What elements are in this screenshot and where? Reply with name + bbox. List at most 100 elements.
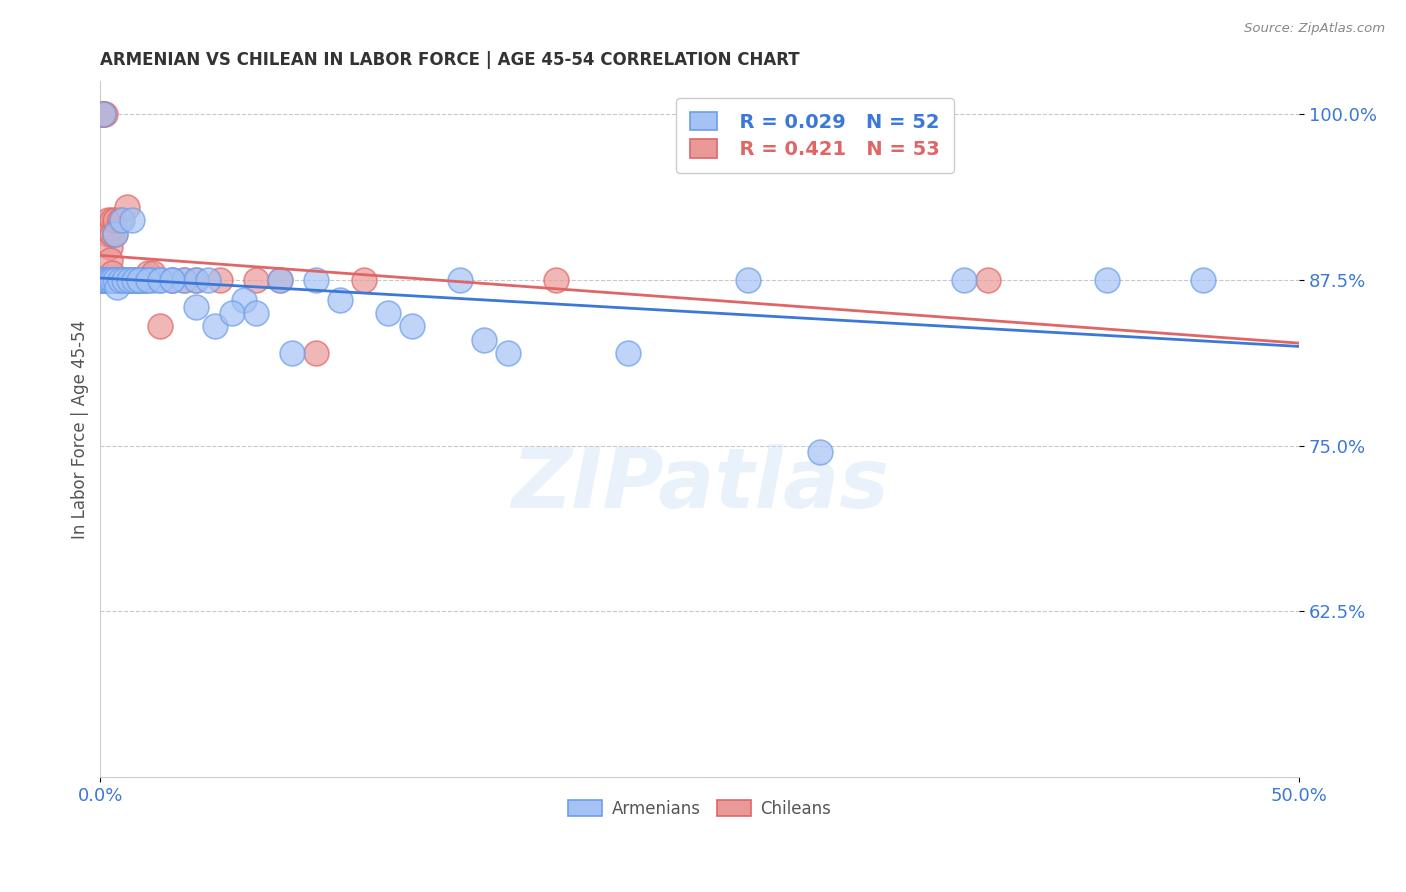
Point <box>96 273 118 287</box>
Point <box>101 273 124 287</box>
Point <box>121 213 143 227</box>
Point <box>136 267 159 281</box>
Point <box>142 273 165 287</box>
Point <box>221 306 243 320</box>
Point <box>105 279 128 293</box>
Point <box>101 273 124 287</box>
Point <box>98 273 121 287</box>
Point <box>496 346 519 360</box>
Point <box>98 273 121 287</box>
Point <box>122 273 145 287</box>
Point <box>112 273 135 287</box>
Point <box>112 273 135 287</box>
Text: Source: ZipAtlas.com: Source: ZipAtlas.com <box>1244 22 1385 36</box>
Point <box>281 346 304 360</box>
Point <box>105 273 128 287</box>
Point <box>118 273 141 287</box>
Point <box>136 273 159 287</box>
Point <box>149 319 172 334</box>
Point <box>108 273 131 287</box>
Point <box>449 273 471 287</box>
Point <box>91 107 114 121</box>
Point <box>94 107 117 121</box>
Point <box>94 273 117 287</box>
Point <box>162 273 184 287</box>
Point <box>101 273 124 287</box>
Point <box>105 273 128 287</box>
Point <box>233 293 256 307</box>
Point <box>111 273 134 287</box>
Point <box>128 273 150 287</box>
Point <box>1192 273 1215 287</box>
Point <box>101 273 124 287</box>
Point <box>121 273 143 287</box>
Point <box>101 273 124 287</box>
Point <box>101 273 124 287</box>
Point <box>98 273 121 287</box>
Point <box>132 273 155 287</box>
Point <box>108 213 131 227</box>
Point <box>108 273 131 287</box>
Point <box>808 445 831 459</box>
Point <box>101 273 124 287</box>
Point <box>94 273 117 287</box>
Point <box>173 273 195 287</box>
Text: ARMENIAN VS CHILEAN IN LABOR FORCE | AGE 45-54 CORRELATION CHART: ARMENIAN VS CHILEAN IN LABOR FORCE | AGE… <box>100 51 800 69</box>
Point <box>104 273 127 287</box>
Point <box>101 267 124 281</box>
Point <box>96 273 118 287</box>
Point <box>197 273 219 287</box>
Point <box>91 273 114 287</box>
Point <box>305 346 328 360</box>
Point <box>115 200 138 214</box>
Point <box>245 306 267 320</box>
Point <box>112 273 135 287</box>
Point <box>353 273 375 287</box>
Point <box>128 273 150 287</box>
Point <box>186 273 208 287</box>
Point <box>125 273 148 287</box>
Point <box>94 273 117 287</box>
Point <box>104 273 127 287</box>
Point <box>472 333 495 347</box>
Point <box>91 273 114 287</box>
Point <box>98 253 121 268</box>
Point <box>94 273 117 287</box>
Point <box>94 273 117 287</box>
Point <box>128 273 150 287</box>
Point <box>94 273 117 287</box>
Point <box>125 273 148 287</box>
Point <box>118 273 141 287</box>
Point <box>149 273 172 287</box>
Point <box>108 273 131 287</box>
Point <box>105 273 128 287</box>
Point <box>115 273 138 287</box>
Point <box>101 213 124 227</box>
Point <box>91 107 114 121</box>
Point <box>104 273 127 287</box>
Point <box>94 273 117 287</box>
Point <box>104 213 127 227</box>
Point <box>305 273 328 287</box>
Point <box>104 273 127 287</box>
Point <box>98 273 121 287</box>
Point <box>96 273 118 287</box>
Point <box>96 273 118 287</box>
Point <box>96 273 118 287</box>
Point <box>91 107 114 121</box>
Point <box>111 273 134 287</box>
Point <box>186 300 208 314</box>
Point <box>118 273 141 287</box>
Point <box>105 273 128 287</box>
Point <box>105 273 128 287</box>
Point <box>104 273 127 287</box>
Point <box>104 273 127 287</box>
Point <box>1097 273 1119 287</box>
Point <box>105 273 128 287</box>
Point <box>104 227 127 241</box>
Point <box>94 273 117 287</box>
Y-axis label: In Labor Force | Age 45-54: In Labor Force | Age 45-54 <box>72 319 89 539</box>
Point <box>142 267 165 281</box>
Point <box>111 273 134 287</box>
Point <box>976 273 998 287</box>
